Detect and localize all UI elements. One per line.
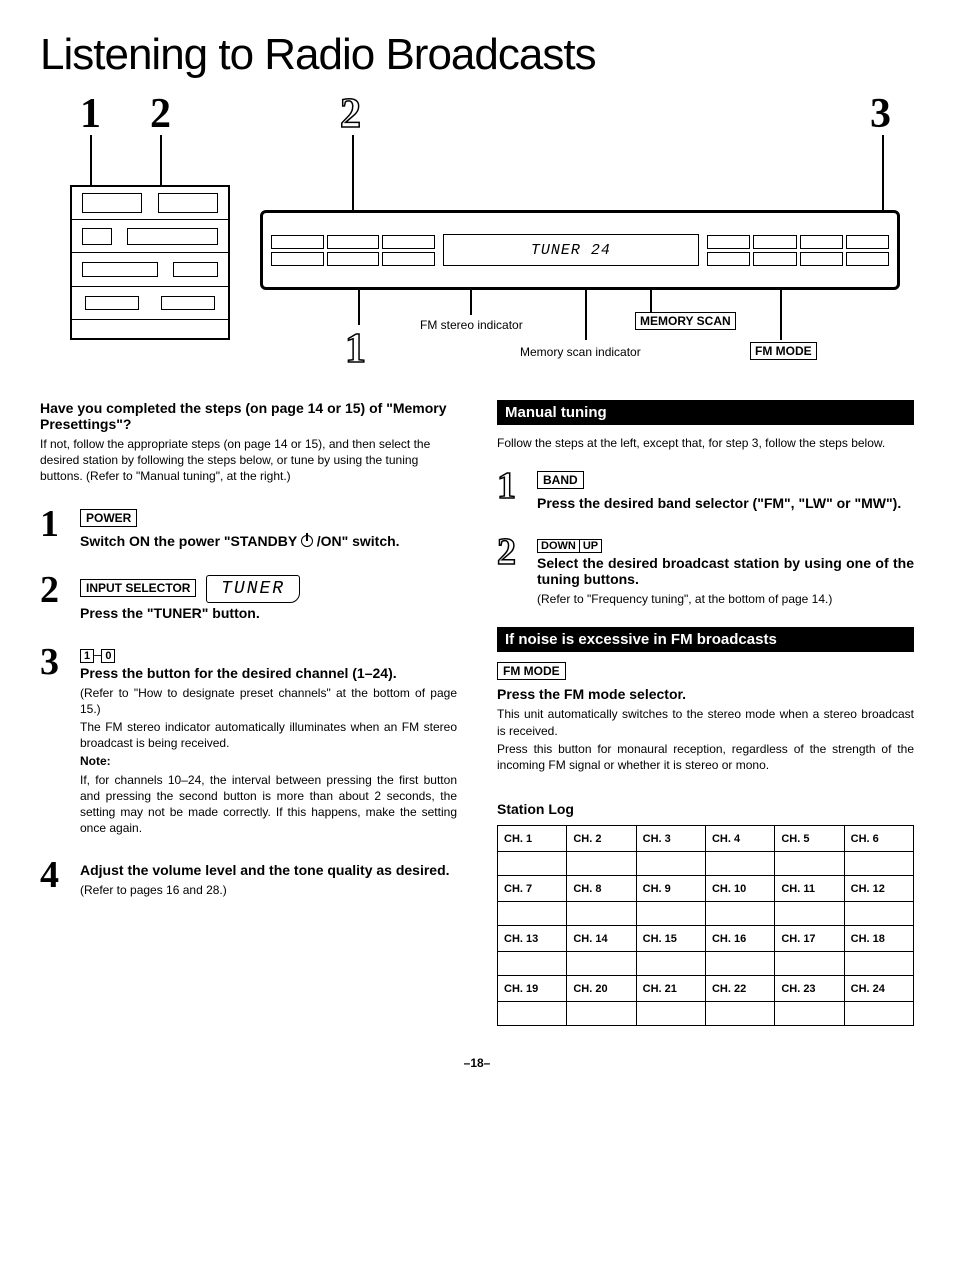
- callout-1-outline: 1: [345, 325, 366, 373]
- power-icon: [301, 535, 313, 547]
- input-selector-label: INPUT SELECTOR: [80, 579, 196, 597]
- step-text: The FM stereo indicator automatically il…: [80, 719, 457, 751]
- noise-heading: If noise is excessive in FM broadcasts: [497, 627, 914, 652]
- step-number: 3: [40, 643, 66, 839]
- table-row: CH. 13CH. 14CH. 15CH. 16CH. 17CH. 18: [498, 926, 914, 952]
- digit-0-label: 0: [101, 649, 115, 663]
- memory-scan-indicator-label: Memory scan indicator: [520, 345, 641, 359]
- step-title: Select the desired broadcast station by …: [537, 555, 914, 587]
- intro-heading: Have you completed the steps (on page 14…: [40, 400, 457, 432]
- step-number: 1: [40, 505, 66, 553]
- page-title: Listening to Radio Broadcasts: [40, 30, 914, 80]
- step-title: Switch ON the power "STANDBY /ON" switch…: [80, 533, 457, 549]
- step-text: (Refer to "Frequency tuning", at the bot…: [537, 591, 914, 607]
- callout-1: 1: [80, 90, 101, 138]
- power-label: POWER: [80, 509, 137, 527]
- table-row: CH. 19CH. 20CH. 21CH. 22CH. 23CH. 24: [498, 976, 914, 1002]
- table-row-blank[interactable]: [498, 902, 914, 926]
- table-row-blank[interactable]: [498, 952, 914, 976]
- noise-title: Press the FM mode selector.: [497, 686, 914, 702]
- memory-scan-box: MEMORY SCAN: [635, 312, 736, 330]
- up-label: UP: [580, 539, 602, 553]
- step-title: Press the desired band selector ("FM", "…: [537, 495, 914, 511]
- tuner-illustration: TUNER 24: [260, 210, 900, 290]
- noise-text: Press this button for monaural reception…: [497, 741, 914, 773]
- down-label: DOWN: [537, 539, 580, 553]
- table-row-blank[interactable]: [498, 1002, 914, 1026]
- fm-stereo-indicator-label: FM stereo indicator: [420, 318, 523, 332]
- station-log-table: CH. 1CH. 2CH. 3CH. 4CH. 5CH. 6 CH. 7CH. …: [497, 825, 914, 1026]
- manual-tuning-heading: Manual tuning: [497, 400, 914, 425]
- table-row: CH. 1CH. 2CH. 3CH. 4CH. 5CH. 6: [498, 826, 914, 852]
- equipment-diagram: 1 2 2 3 TUNER 24: [40, 90, 914, 380]
- callout-3: 3: [870, 90, 891, 138]
- left-step-1: 1 POWER Switch ON the power "STANDBY /ON…: [40, 505, 457, 553]
- step-text: (Refer to "How to designate preset chann…: [80, 685, 457, 717]
- left-step-3: 3 1–0 Press the button for the desired c…: [40, 643, 457, 839]
- right-step-1: 1 BAND Press the desired band selector (…: [497, 467, 914, 515]
- step-text: (Refer to pages 16 and 28.): [80, 882, 457, 898]
- table-row-blank[interactable]: [498, 852, 914, 876]
- right-column: Manual tuning Follow the steps at the le…: [497, 400, 914, 1026]
- callout-2: 2: [150, 90, 171, 138]
- fm-mode-label: FM MODE: [497, 662, 566, 680]
- band-label: BAND: [537, 471, 584, 489]
- stereo-rack-illustration: [70, 185, 230, 340]
- intro-body: If not, follow the appropriate steps (on…: [40, 436, 457, 485]
- right-step-2: 2 DOWNUP Select the desired broadcast st…: [497, 533, 914, 609]
- step-number: 2: [40, 571, 66, 625]
- table-row: CH. 7CH. 8CH. 9CH. 10CH. 11CH. 12: [498, 876, 914, 902]
- noise-text: This unit automatically switches to the …: [497, 706, 914, 738]
- tuner-display: TUNER 24: [443, 234, 700, 266]
- note-label: Note:: [80, 753, 457, 769]
- digit-1-label: 1: [80, 649, 94, 663]
- left-column: Have you completed the steps (on page 14…: [40, 400, 457, 1026]
- fm-mode-box: FM MODE: [750, 342, 817, 360]
- callout-2-outline: 2: [340, 90, 361, 138]
- step-title: Adjust the volume level and the tone qua…: [80, 862, 457, 878]
- page-number: –18–: [40, 1056, 914, 1070]
- step-title: Press the button for the desired channel…: [80, 665, 457, 681]
- step-number-outline: 1: [497, 467, 523, 515]
- step-number: 4: [40, 856, 66, 900]
- note-text: If, for channels 10–24, the interval bet…: [80, 772, 457, 837]
- manual-intro: Follow the steps at the left, except tha…: [497, 435, 914, 451]
- step-title: Press the "TUNER" button.: [80, 605, 457, 621]
- left-step-4: 4 Adjust the volume level and the tone q…: [40, 856, 457, 900]
- left-step-2: 2 INPUT SELECTOR TUNER Press the "TUNER"…: [40, 571, 457, 625]
- station-log-title: Station Log: [497, 801, 914, 817]
- tuner-display-inline: TUNER: [206, 575, 300, 603]
- step-number-outline: 2: [497, 533, 523, 609]
